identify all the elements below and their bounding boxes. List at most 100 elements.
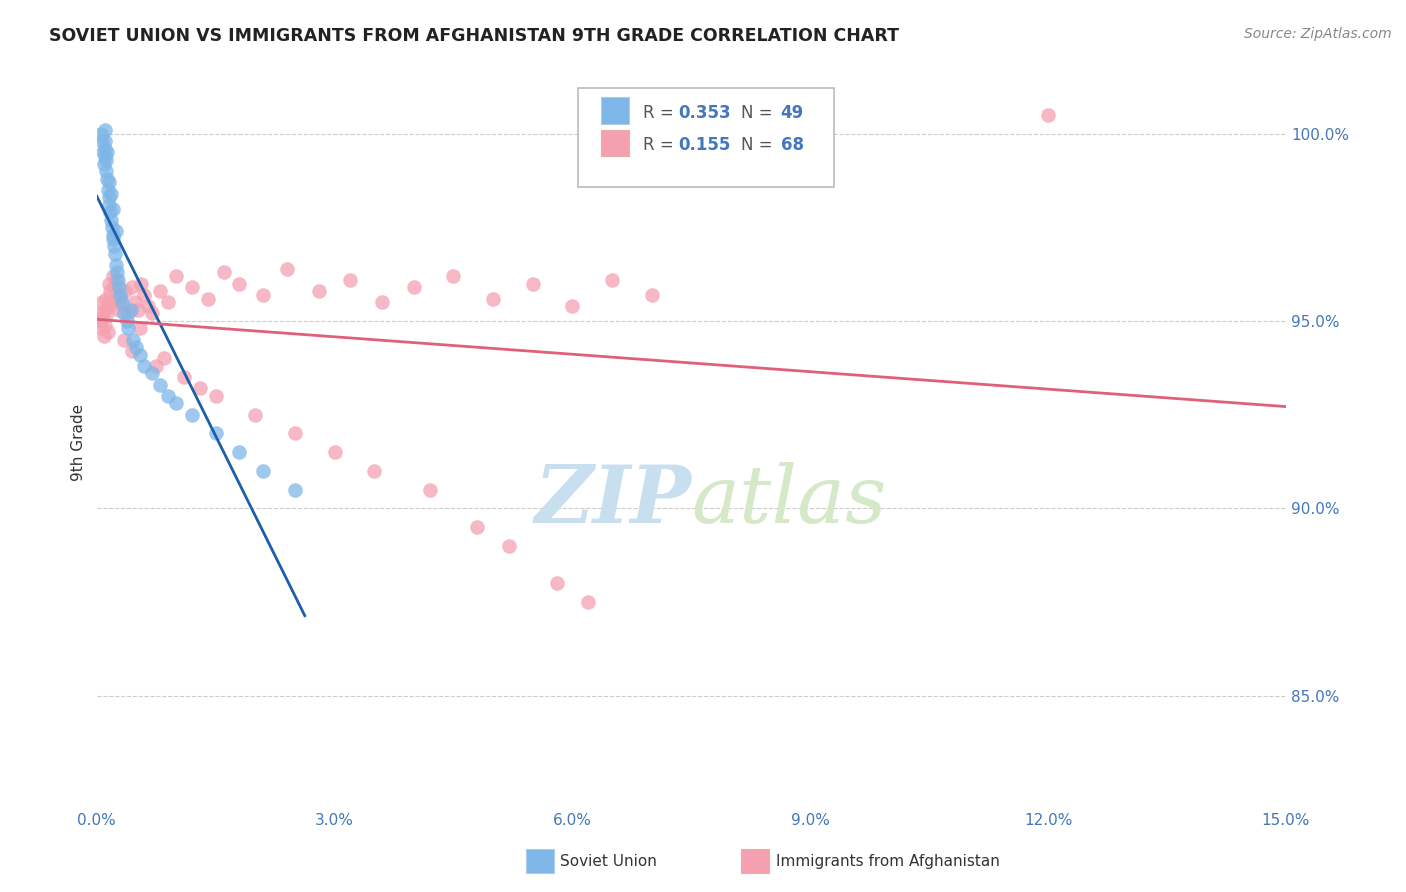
Point — [124, 295, 146, 310]
FancyBboxPatch shape — [578, 88, 834, 187]
Point — [93, 142, 115, 156]
Point — [104, 273, 127, 287]
Point — [96, 145, 118, 160]
Point — [93, 302, 115, 317]
Point — [145, 359, 167, 373]
Point — [276, 261, 298, 276]
Text: 0.353: 0.353 — [678, 104, 731, 122]
Point — [204, 389, 226, 403]
Point — [101, 227, 124, 242]
Text: Immigrants from Afghanistan: Immigrants from Afghanistan — [776, 855, 1000, 869]
Point — [121, 343, 143, 358]
Point — [576, 595, 599, 609]
Point — [110, 287, 132, 301]
Point — [105, 265, 128, 279]
Point — [443, 268, 465, 283]
Point — [97, 175, 120, 189]
Point — [212, 265, 235, 279]
Point — [125, 340, 148, 354]
Point — [308, 284, 330, 298]
Point — [323, 445, 346, 459]
Point — [371, 295, 394, 310]
Point — [284, 483, 307, 497]
Point — [149, 377, 172, 392]
Point — [141, 367, 163, 381]
Point — [284, 426, 307, 441]
Point — [103, 280, 125, 294]
Text: Soviet Union: Soviet Union — [560, 855, 657, 869]
Point — [121, 280, 143, 294]
Point — [112, 306, 135, 320]
Point — [112, 333, 135, 347]
Point — [129, 348, 152, 362]
Point — [105, 224, 128, 238]
Y-axis label: 9th Grade: 9th Grade — [72, 404, 86, 482]
FancyBboxPatch shape — [600, 129, 630, 156]
Point — [204, 426, 226, 441]
Point — [498, 539, 520, 553]
Point — [111, 299, 134, 313]
Point — [134, 359, 156, 373]
Point — [117, 321, 139, 335]
Point — [104, 258, 127, 272]
Point — [111, 295, 134, 310]
Point — [97, 299, 120, 313]
Point — [100, 186, 122, 201]
Point — [134, 287, 156, 301]
Point — [1036, 108, 1059, 122]
Point — [90, 321, 112, 335]
Point — [156, 295, 179, 310]
Point — [98, 205, 121, 219]
Point — [252, 464, 274, 478]
Point — [120, 302, 142, 317]
Point — [546, 576, 568, 591]
Point — [165, 396, 187, 410]
Point — [104, 246, 127, 260]
Point — [101, 202, 124, 216]
Point — [115, 314, 138, 328]
Point — [129, 277, 152, 291]
Point — [640, 287, 662, 301]
Point — [91, 134, 114, 148]
Point — [100, 220, 122, 235]
Point — [94, 318, 117, 332]
Point — [97, 190, 120, 204]
Point — [114, 284, 136, 298]
Point — [97, 325, 120, 339]
Point — [94, 149, 117, 163]
Point — [188, 381, 211, 395]
Text: R =: R = — [643, 104, 679, 122]
Point — [98, 198, 121, 212]
Point — [561, 299, 583, 313]
Point — [522, 277, 544, 291]
Text: N =: N = — [741, 104, 778, 122]
Point — [90, 127, 112, 141]
Point — [96, 153, 118, 167]
Point — [228, 445, 250, 459]
Point — [100, 295, 122, 310]
Point — [96, 171, 118, 186]
Point — [108, 280, 131, 294]
Text: SOVIET UNION VS IMMIGRANTS FROM AFGHANISTAN 9TH GRADE CORRELATION CHART: SOVIET UNION VS IMMIGRANTS FROM AFGHANIS… — [49, 27, 900, 45]
Point — [94, 123, 117, 137]
Point — [482, 292, 505, 306]
Point — [98, 277, 121, 291]
Text: N =: N = — [741, 136, 778, 154]
Point — [89, 314, 111, 328]
Point — [91, 310, 114, 325]
Point — [153, 351, 176, 366]
FancyBboxPatch shape — [600, 97, 630, 124]
Point — [127, 302, 149, 317]
Point — [103, 231, 125, 245]
Point — [600, 273, 623, 287]
Point — [93, 156, 115, 170]
Point — [91, 145, 114, 160]
Point — [93, 329, 115, 343]
Point — [97, 183, 120, 197]
Point — [197, 292, 219, 306]
Point — [108, 302, 131, 317]
Point — [117, 306, 139, 320]
Text: R =: R = — [643, 136, 679, 154]
Point — [149, 284, 172, 298]
Point — [141, 306, 163, 320]
